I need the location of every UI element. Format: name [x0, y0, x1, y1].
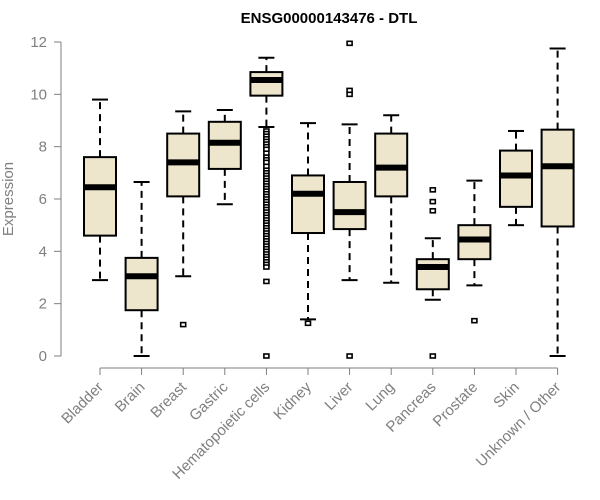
outlier-point	[263, 264, 270, 270]
outlier-point	[263, 278, 270, 285]
iqr-box	[332, 180, 367, 231]
y-tick-label: 6	[39, 191, 47, 208]
box-brain	[124, 180, 159, 357]
outlier-point	[304, 320, 312, 327]
y-tick-label: 8	[39, 139, 47, 156]
y-tick-label: 10	[30, 86, 47, 103]
box-kidney	[291, 122, 325, 327]
boxes	[83, 40, 575, 359]
y-tick-label: 2	[39, 296, 47, 313]
outlier-point	[179, 321, 187, 328]
x-tick-label: Liver	[321, 379, 356, 414]
outlier-point	[263, 353, 270, 359]
y-axis: 0 2 4 6 8 10 12	[30, 34, 62, 365]
iqr-box	[499, 149, 533, 208]
box-lung	[374, 114, 409, 284]
x-tick-label: Breast	[147, 378, 190, 421]
box-skin	[499, 129, 533, 227]
outlier-point	[346, 40, 353, 47]
box-liver	[332, 40, 367, 359]
chart-title: ENSG00000143476 - DTL	[241, 10, 418, 27]
outlier-point	[429, 198, 437, 205]
box-breast	[166, 110, 201, 328]
outlier-point	[346, 91, 353, 98]
outlier-point	[429, 207, 437, 214]
box-pancreas	[415, 187, 450, 359]
outlier-point	[429, 353, 437, 359]
iqr-box	[291, 174, 325, 235]
outlier-point	[471, 317, 478, 324]
box-unknown-other	[540, 47, 575, 357]
box-bladder	[83, 98, 117, 282]
x-tick-label: Brain	[112, 379, 149, 416]
iqr-box	[124, 256, 159, 312]
iqr-box	[540, 128, 575, 228]
box-prostate	[457, 179, 492, 324]
y-axis-label: Expression	[0, 162, 17, 236]
outlier-point	[346, 353, 353, 359]
x-tick-label: Skin	[490, 379, 523, 412]
y-tick-label: 0	[39, 348, 47, 365]
y-tick-label: 4	[39, 243, 47, 260]
iqr-box	[83, 156, 117, 237]
y-tick-label: 12	[30, 34, 47, 51]
x-tick-label: Prostate	[430, 379, 482, 431]
box-gastric	[207, 109, 242, 206]
outlier-point	[429, 187, 437, 193]
x-tick-label: Bladder	[58, 379, 107, 428]
iqr-box	[415, 258, 450, 291]
x-tick-label: Kidney	[270, 378, 315, 423]
iqr-box	[249, 71, 284, 97]
box-hematopoietic-cells	[249, 56, 284, 359]
x-tick-label: Lung	[362, 379, 398, 415]
